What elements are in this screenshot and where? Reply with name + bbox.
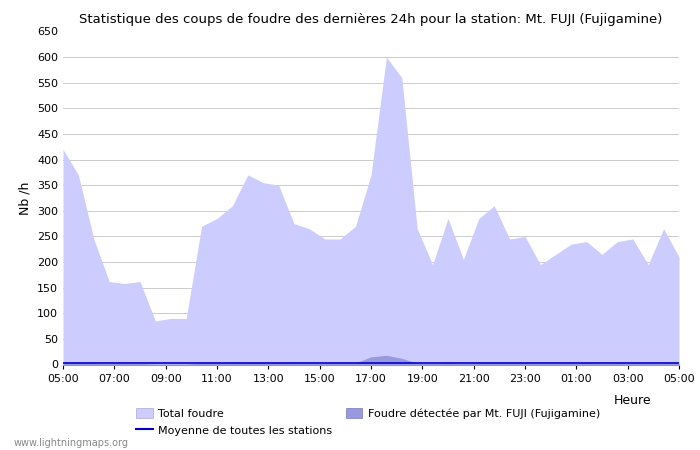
Text: www.lightningmaps.org: www.lightningmaps.org: [14, 438, 129, 448]
Title: Statistique des coups de foudre des dernières 24h pour la station: Mt. FUJI (Fuj: Statistique des coups de foudre des dern…: [79, 13, 663, 26]
Y-axis label: Nb /h: Nb /h: [18, 181, 32, 215]
Legend: Total foudre, Moyenne de toutes les stations, Foudre détectée par Mt. FUJI (Fuji: Total foudre, Moyenne de toutes les stat…: [132, 404, 605, 440]
Text: Heure: Heure: [613, 394, 651, 407]
